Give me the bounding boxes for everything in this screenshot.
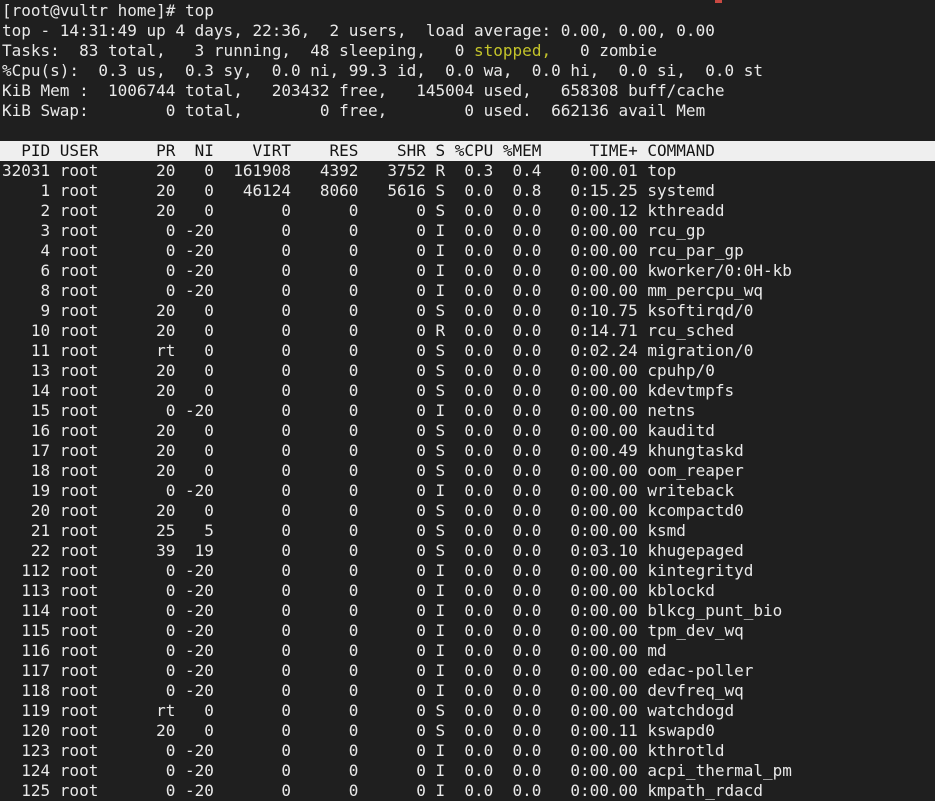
process-row: 124 root 0 -20 0 0 0 I 0.0 0.0 0:00.00 a… (2, 761, 792, 780)
process-row: 18 root 20 0 0 0 0 S 0.0 0.0 0:00.00 oom… (2, 461, 744, 480)
top-swap-line: KiB Swap: 0 total, 0 free, 0 used. 66213… (2, 101, 706, 120)
shell-prompt-text: [root@vultr home]# top (2, 1, 214, 20)
process-row: 125 root 0 -20 0 0 0 I 0.0 0.0 0:00.00 k… (2, 781, 763, 800)
process-row: 10 root 20 0 0 0 0 R 0.0 0.0 0:14.71 rcu… (2, 321, 735, 340)
process-row: 22 root 39 19 0 0 0 S 0.0 0.0 0:03.10 kh… (2, 541, 744, 560)
tasks-text-post: 0 zombie (551, 41, 658, 60)
top-tasks-line: Tasks: 83 total, 3 running, 48 sleeping,… (2, 41, 935, 61)
process-row: 21 root 25 5 0 0 0 S 0.0 0.0 0:00.00 ksm… (2, 521, 686, 540)
process-row: 117 root 0 -20 0 0 0 I 0.0 0.0 0:00.00 e… (2, 661, 754, 680)
process-row: 119 root rt 0 0 0 0 S 0.0 0.0 0:00.00 wa… (2, 701, 735, 720)
process-row: 1 root 20 0 46124 8060 5616 S 0.0 0.8 0:… (2, 181, 715, 200)
process-row: 116 root 0 -20 0 0 0 I 0.0 0.0 0:00.00 m… (2, 641, 667, 660)
process-row: 4 root 0 -20 0 0 0 I 0.0 0.0 0:00.00 rcu… (2, 241, 744, 260)
tasks-stopped-highlight: stopped, (474, 41, 552, 60)
process-table-header: PID USER PR NI VIRT RES SHR S %CPU %MEM … (0, 141, 935, 161)
process-row: 8 root 0 -20 0 0 0 I 0.0 0.0 0:00.00 mm_… (2, 281, 763, 300)
process-row: 2 root 20 0 0 0 0 S 0.0 0.0 0:00.12 kthr… (2, 201, 725, 220)
process-row: 16 root 20 0 0 0 0 S 0.0 0.0 0:00.00 kau… (2, 421, 715, 440)
process-table: 32031 root 20 0 161908 4392 3752 R 0.3 0… (2, 161, 935, 801)
process-row: 113 root 0 -20 0 0 0 I 0.0 0.0 0:00.00 k… (2, 581, 715, 600)
top-uptime-line: top - 14:31:49 up 4 days, 22:36, 2 users… (2, 21, 715, 40)
process-row: 114 root 0 -20 0 0 0 I 0.0 0.0 0:00.00 b… (2, 601, 783, 620)
process-row: 11 root rt 0 0 0 0 S 0.0 0.0 0:02.24 mig… (2, 341, 754, 360)
process-row: 123 root 0 -20 0 0 0 I 0.0 0.0 0:00.00 k… (2, 741, 725, 760)
process-row: 14 root 20 0 0 0 0 S 0.0 0.0 0:00.00 kde… (2, 381, 735, 400)
process-row: 118 root 0 -20 0 0 0 I 0.0 0.0 0:00.00 d… (2, 681, 744, 700)
process-row: 20 root 20 0 0 0 0 S 0.0 0.0 0:00.00 kco… (2, 501, 744, 520)
process-row: 115 root 0 -20 0 0 0 I 0.0 0.0 0:00.00 t… (2, 621, 744, 640)
tasks-text-pre: Tasks: 83 total, 3 running, 48 sleeping,… (2, 41, 475, 60)
top-mem-line: KiB Mem : 1006744 total, 203432 free, 14… (2, 81, 725, 100)
process-row: 15 root 0 -20 0 0 0 I 0.0 0.0 0:00.00 ne… (2, 401, 696, 420)
shell-prompt-line: [root@vultr home]# top (2, 1, 935, 21)
process-row: 19 root 0 -20 0 0 0 I 0.0 0.0 0:00.00 wr… (2, 481, 735, 500)
process-row: 3 root 0 -20 0 0 0 I 0.0 0.0 0:00.00 rcu… (2, 221, 706, 240)
cursor-artifact (715, 0, 722, 3)
top-cpu-line: %Cpu(s): 0.3 us, 0.3 sy, 0.0 ni, 99.3 id… (2, 61, 763, 80)
process-row: 120 root 20 0 0 0 0 S 0.0 0.0 0:00.11 ks… (2, 721, 715, 740)
process-row: 112 root 0 -20 0 0 0 I 0.0 0.0 0:00.00 k… (2, 561, 754, 580)
blank-line (2, 121, 935, 141)
process-row: 13 root 20 0 0 0 0 S 0.0 0.0 0:00.00 cpu… (2, 361, 715, 380)
process-row: 32031 root 20 0 161908 4392 3752 R 0.3 0… (2, 161, 677, 180)
process-row: 17 root 20 0 0 0 0 S 0.0 0.0 0:00.49 khu… (2, 441, 744, 460)
process-row: 6 root 0 -20 0 0 0 I 0.0 0.0 0:00.00 kwo… (2, 261, 792, 280)
process-row: 9 root 20 0 0 0 0 S 0.0 0.0 0:10.75 ksof… (2, 301, 754, 320)
